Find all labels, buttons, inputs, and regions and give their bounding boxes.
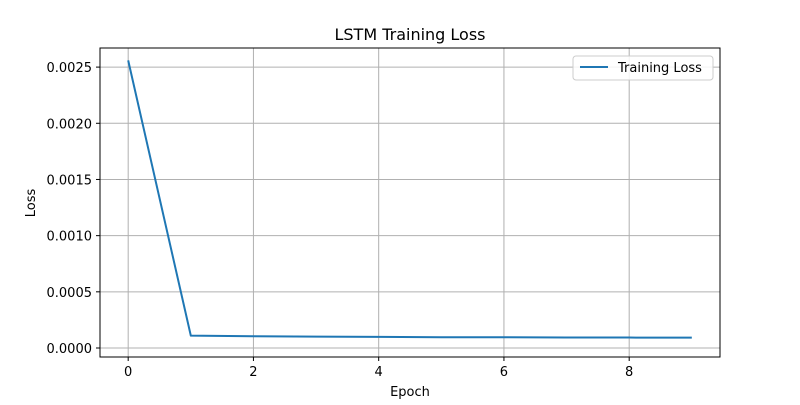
y-axis-label: Loss <box>24 189 39 218</box>
y-tick-label: 0.0005 <box>47 286 93 301</box>
legend: Training Loss <box>572 55 714 81</box>
x-tick-label: 0 <box>124 365 132 380</box>
x-axis-ticks: 0 2 4 6 8 <box>124 357 633 380</box>
y-axis-ticks: 0.0000 0.0005 0.0010 0.0015 0.0020 0.0025 <box>47 61 100 357</box>
x-tick-label: 8 <box>625 365 633 380</box>
y-tick-label: 0.0015 <box>47 173 93 188</box>
y-tick-label: 0.0020 <box>47 117 93 132</box>
x-tick-label: 6 <box>500 365 508 380</box>
x-tick-label: 4 <box>375 365 383 380</box>
series-line-training-loss <box>127 60 692 339</box>
y-tick-label: 0.0010 <box>47 230 93 245</box>
y-tick-label: 0.0025 <box>47 61 93 76</box>
series-layer <box>127 60 692 339</box>
x-tick-label: 2 <box>249 365 257 380</box>
plot-area <box>99 47 721 358</box>
chart-title: LSTM Training Loss <box>334 25 485 44</box>
grid <box>100 48 720 357</box>
legend-label-training-loss: Training Loss <box>617 61 702 76</box>
x-axis-label: Epoch <box>390 385 430 400</box>
y-tick-label: 0.0000 <box>47 342 93 357</box>
legend-box <box>572 55 714 81</box>
